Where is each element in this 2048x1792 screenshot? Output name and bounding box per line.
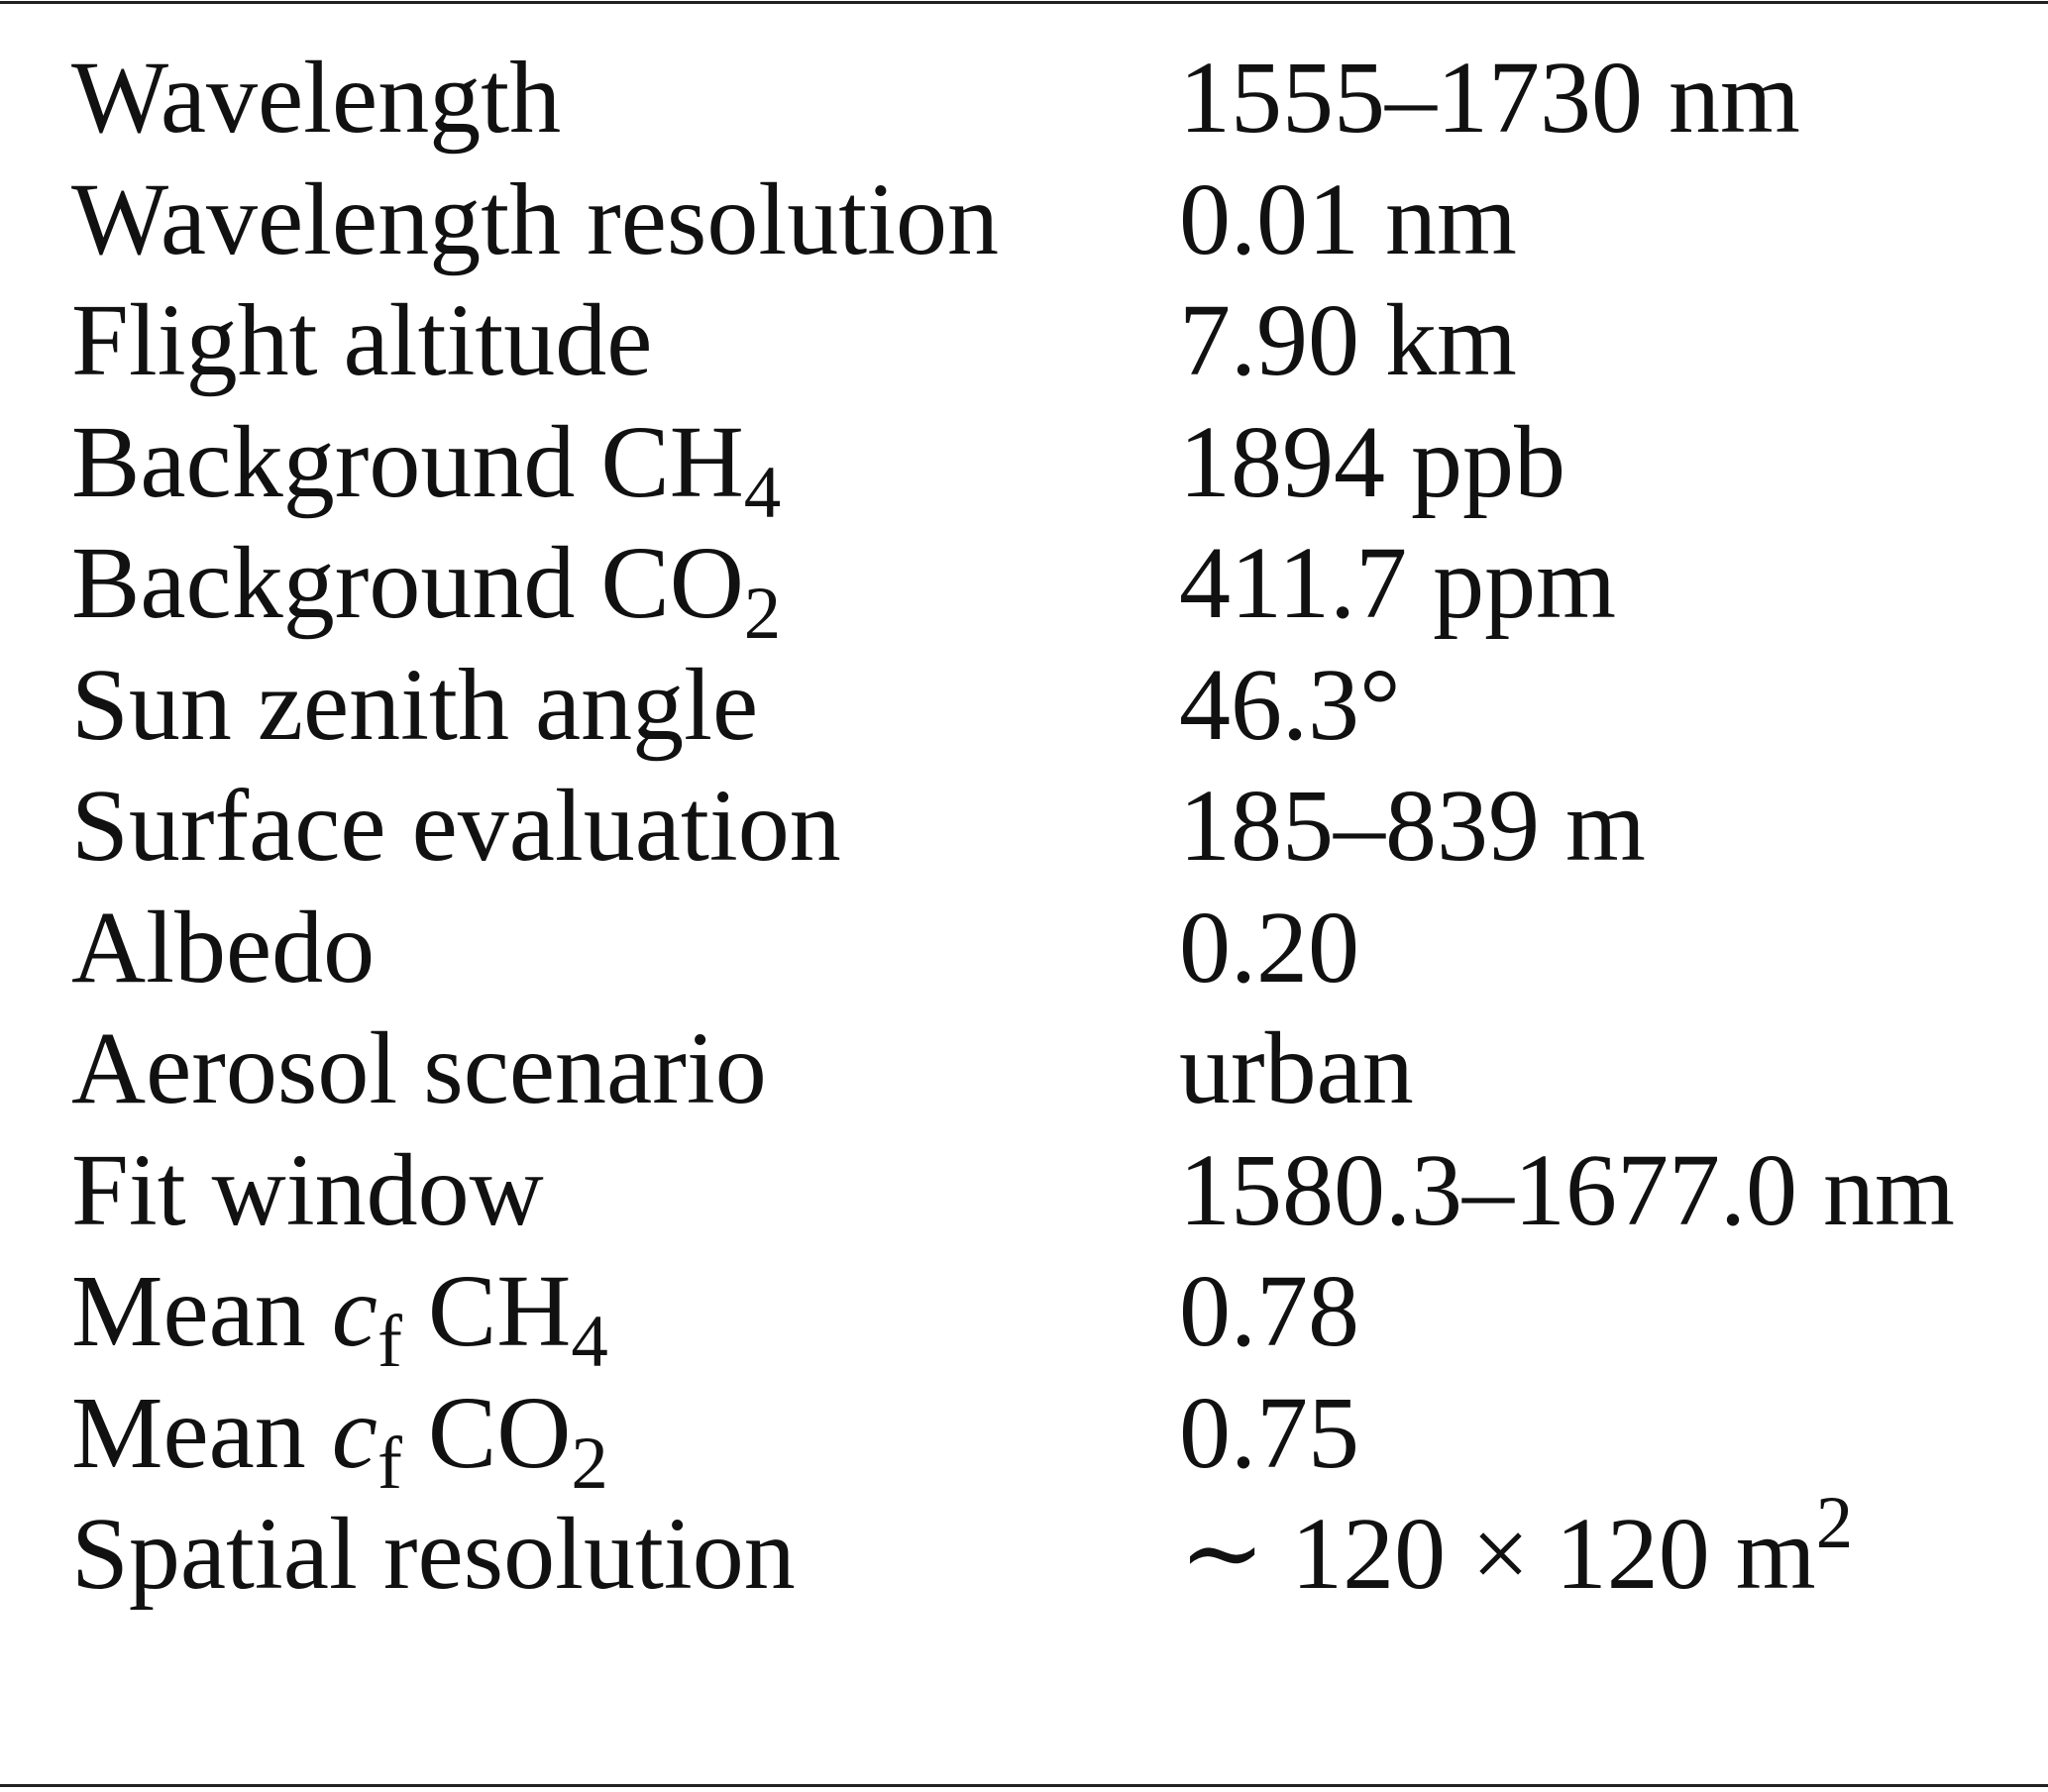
text: 0.01 nm [1179,161,1517,276]
value-cell: ∼ 120 × 120 m2 [1179,1486,1853,1615]
table-row: Fit window 1580.3–1677.0 nm [0,1130,2048,1251]
text: Wavelength [71,41,562,155]
parameter-cell: Aerosol scenario [71,1008,767,1129]
text: Fit window [71,1132,544,1247]
text: 0.20 [1179,890,1359,1004]
subscript: 4 [743,451,782,534]
parameter-cell: Spatial resolution [71,1494,796,1615]
parameter-cell: Fit window [71,1130,544,1251]
text: 185–839 m [1179,769,1646,883]
value-cell: 1580.3–1677.0 nm [1179,1130,1955,1251]
parameter-cell: Wavelength [71,38,561,158]
text: 1580.3–1677.0 nm [1179,1132,1955,1247]
text: 1555–1730 nm [1179,41,1800,155]
table-row: Wavelength 1555–1730 nm [0,38,2048,158]
table-row: Wavelength resolution 0.01 nm [0,159,2048,280]
table-row: Mean cf CO2 0.75 [0,1373,2048,1501]
text: 1894 ppb [1179,404,1565,519]
text: 0.75 [1179,1375,1359,1490]
table-row: Surface evaluation 185–839 m [0,766,2048,887]
value-cell: 411.7 ppm [1179,523,1616,644]
subscript: 2 [571,1422,608,1505]
subscript: f [377,1300,402,1383]
top-rule [0,1,2048,4]
superscript: 2 [1815,1481,1854,1564]
table-row: Aerosol scenario urban [0,1008,2048,1129]
table-row: Sun zenith angle 46.3° [0,645,2048,766]
table-row: Spatial resolution ∼ 120 × 120 m2 [0,1486,2048,1615]
text: 7.90 km [1179,283,1517,397]
value-cell: 0.78 [1179,1251,1359,1372]
value-cell: 0.20 [1179,888,1359,1008]
parameter-cell: Albedo [71,888,375,1008]
parameter-cell: Wavelength resolution [71,159,999,280]
text: CO [401,1375,572,1490]
italic-symbol: c [331,1254,377,1368]
value-cell: 1555–1730 nm [1179,38,1800,158]
table-row: Background CH4 1894 ppb [0,402,2048,530]
parameter-cell: Background CO2 [71,523,781,651]
text: Aerosol scenario [71,1011,767,1125]
parameter-cell: Mean cf CH4 [71,1251,608,1379]
text: Background CH [71,404,744,519]
text: ∼ 120 × 120 m [1179,1497,1816,1611]
value-cell: 1894 ppb [1179,402,1565,523]
value-cell: 7.90 km [1179,280,1517,401]
bottom-rule [0,1784,2048,1787]
value-cell: 46.3° [1179,645,1401,766]
text: Background CO [71,526,744,640]
parameter-cell: Sun zenith angle [71,645,758,766]
table-row: Flight altitude 7.90 km [0,280,2048,401]
table-row: Background CO2 411.7 ppm [0,523,2048,651]
text: Albedo [71,890,376,1004]
parameter-cell: Mean cf CO2 [71,1373,608,1501]
text: Spatial resolution [71,1497,796,1611]
text: urban [1179,1011,1414,1125]
text: Mean [71,1254,332,1368]
parameter-cell: Background CH4 [71,402,781,530]
subscript: 4 [571,1300,608,1383]
text: 46.3° [1179,647,1401,762]
text: 0.78 [1179,1254,1359,1368]
subscript: f [377,1422,402,1505]
parameter-cell: Surface evaluation [71,766,841,887]
text: Flight altitude [71,283,653,397]
parameter-cell: Flight altitude [71,280,652,401]
text: CH [401,1254,572,1368]
text: Sun zenith angle [71,647,759,762]
value-cell: 0.75 [1179,1373,1359,1494]
table-row: Albedo 0.20 [0,888,2048,1008]
text: Wavelength resolution [71,161,1000,276]
table-row: Mean cf CH4 0.78 [0,1251,2048,1379]
text: 411.7 ppm [1179,526,1617,640]
value-cell: 185–839 m [1179,766,1646,887]
italic-symbol: c [331,1375,377,1490]
subscript: 2 [743,572,782,655]
text: Mean [71,1375,332,1490]
text: Surface evaluation [71,769,841,883]
value-cell: 0.01 nm [1179,159,1517,280]
value-cell: urban [1179,1008,1414,1129]
